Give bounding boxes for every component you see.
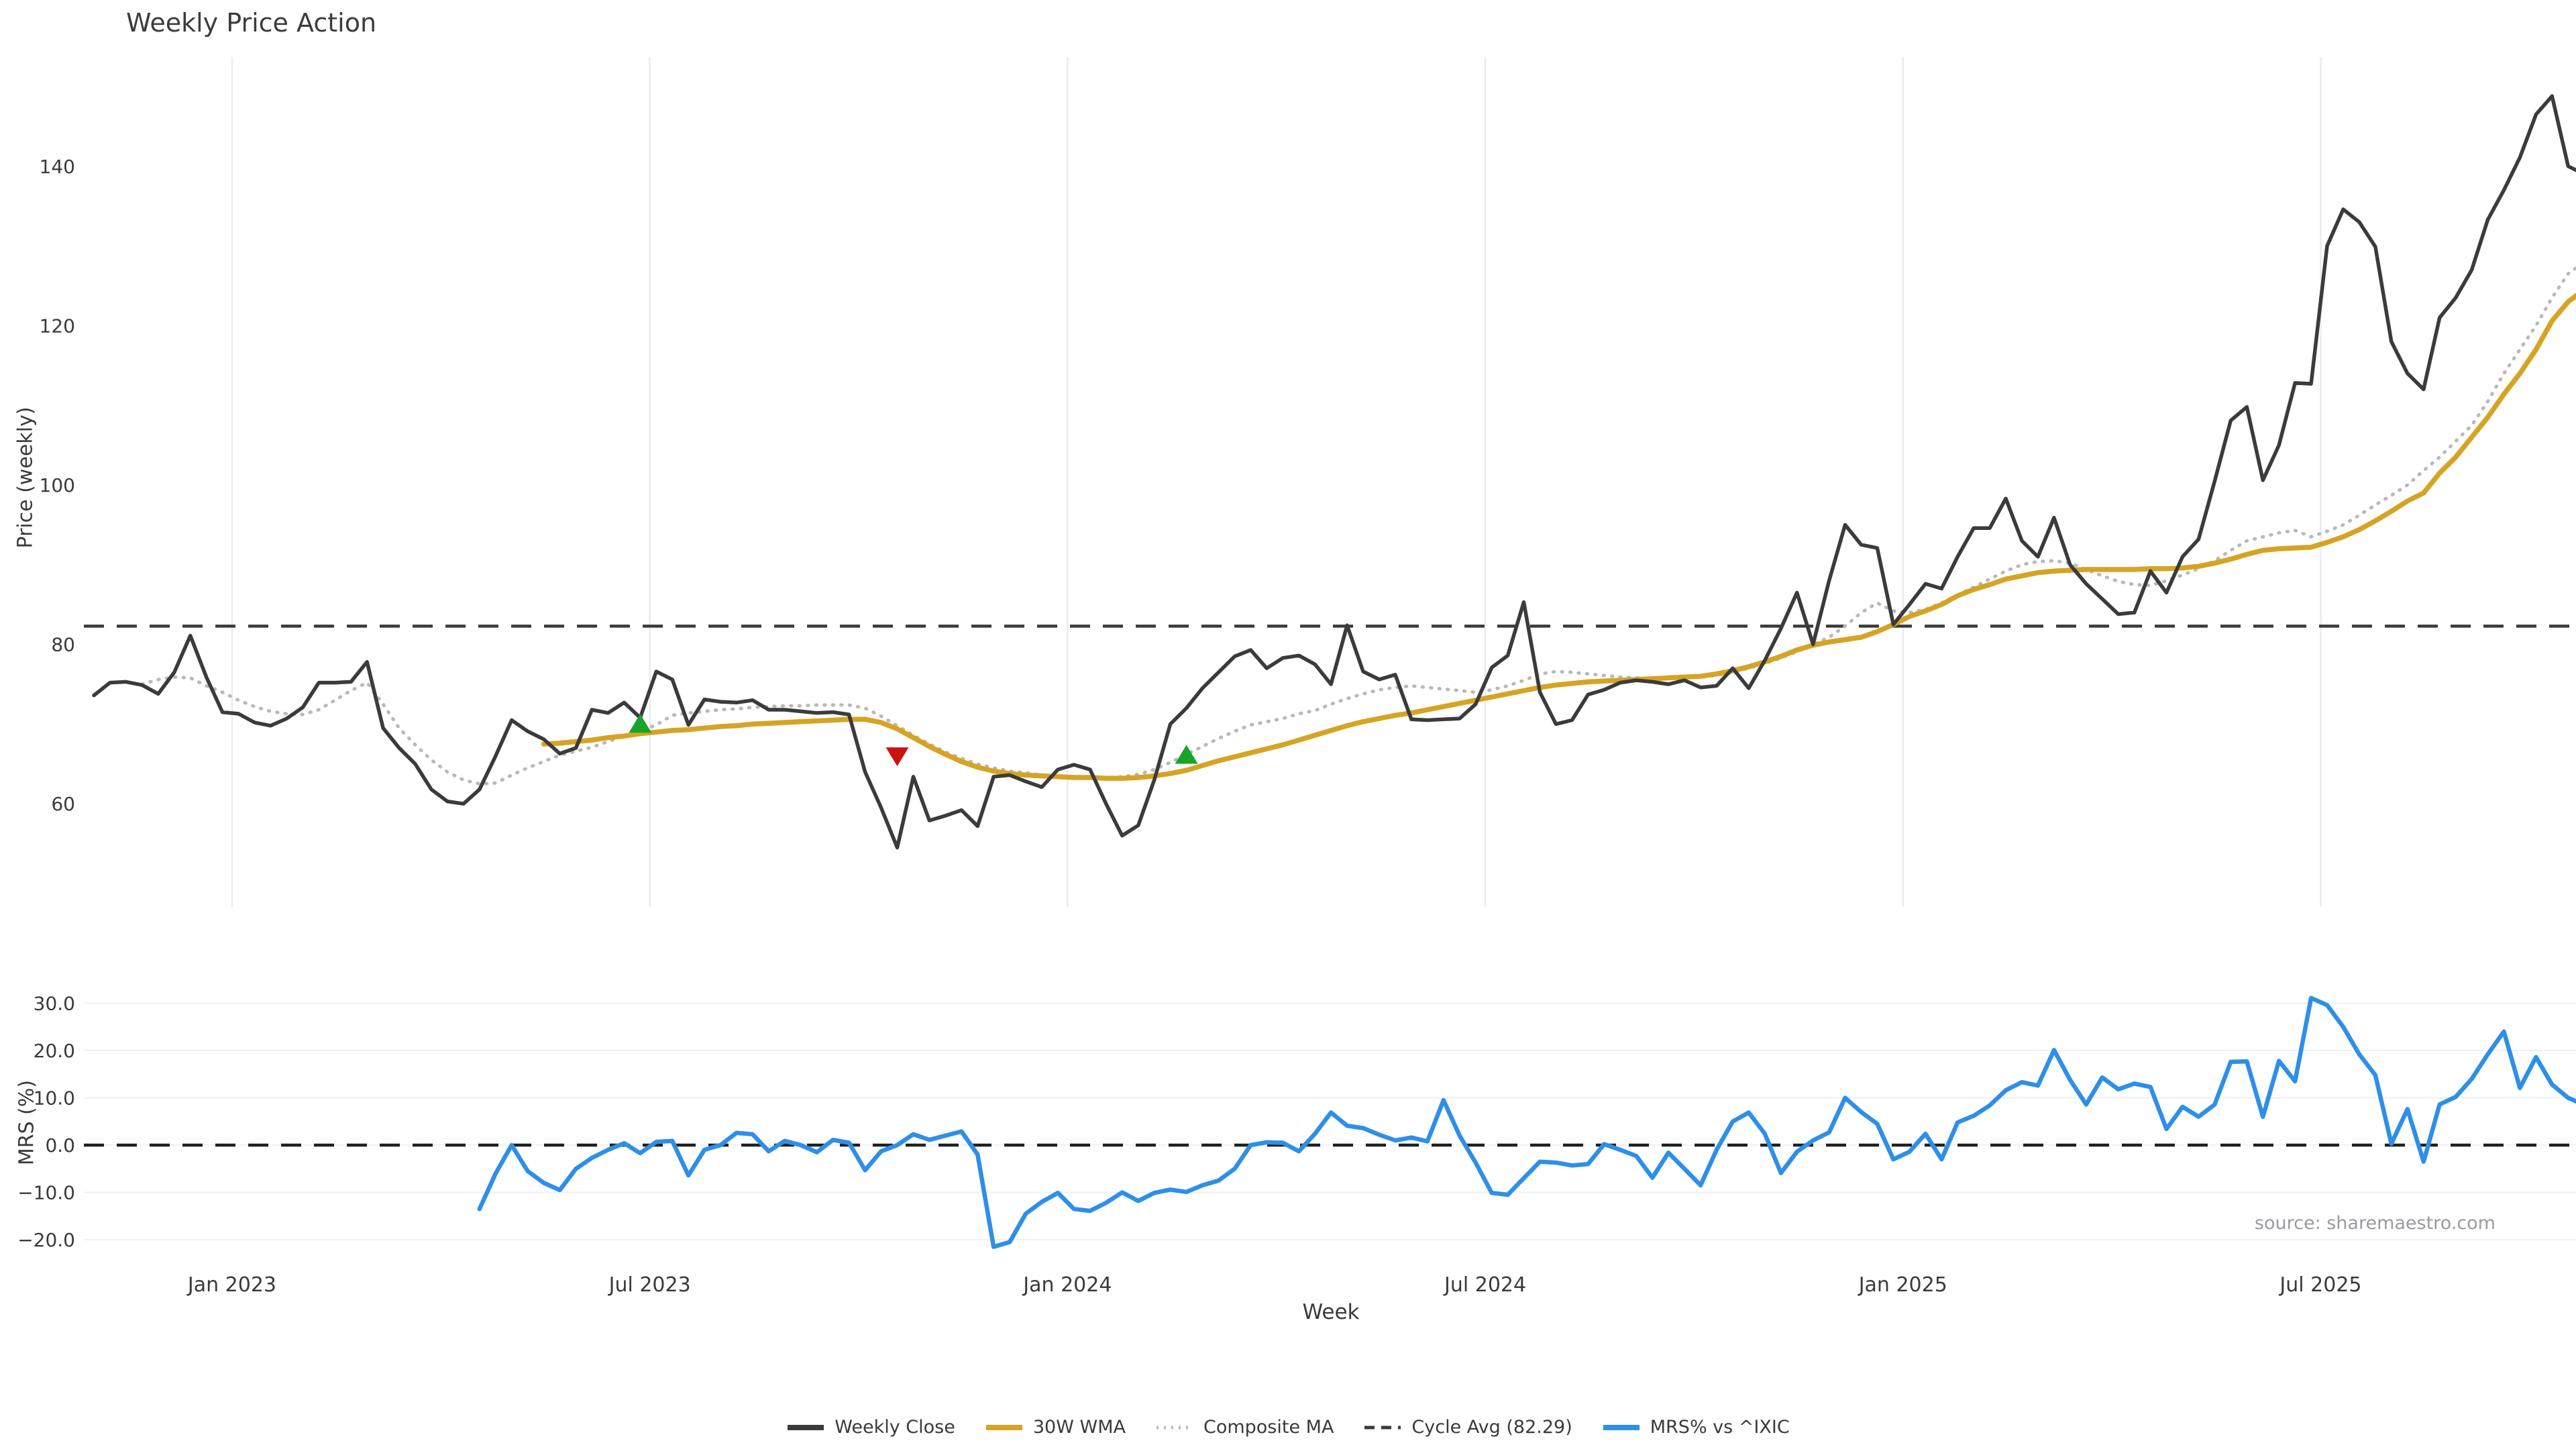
legend-item: 30W WMA (985, 1417, 1126, 1438)
price-tick-label: 60 (51, 793, 75, 815)
mrs-tick-label: 30.0 (34, 993, 75, 1015)
legend-label: 30W WMA (1032, 1417, 1126, 1438)
legend-line-icon (1603, 1424, 1640, 1430)
wma-line (541, 292, 2576, 781)
date-gridlines (231, 57, 2322, 907)
legend-label: MRS% vs ^IXIC (1650, 1417, 1790, 1438)
source-note: source: sharemaestro.com (2254, 1213, 2496, 1234)
legend-item: Composite MA (1155, 1417, 1334, 1438)
price-tick-label: 100 (40, 474, 75, 496)
mrs-gridlines (84, 1002, 2576, 1241)
legend-line-icon (788, 1424, 824, 1430)
mrs-tick-label: 20.0 (34, 1040, 75, 1062)
mrs-tick-label: 10.0 (34, 1087, 75, 1110)
date-tick-label: Jul 2023 (608, 1273, 691, 1297)
mrs-tick-labels: 30.0 20.0 10.0 0.0 −10.0 −20.0 (17, 993, 75, 1252)
legend-item: Weekly Close (786, 1417, 955, 1438)
signal-markers (629, 714, 1198, 767)
legend-label: Composite MA (1203, 1417, 1334, 1438)
legend-label: Cycle Avg (82.29) (1411, 1417, 1572, 1438)
buy-marker-icon (629, 714, 652, 733)
legend-line-icon (1364, 1426, 1401, 1429)
mrs-tick-label: −10.0 (17, 1182, 75, 1204)
mrs-tick-label: 0.0 (45, 1134, 75, 1157)
date-tick-label: Jan 2025 (1858, 1273, 1947, 1297)
legend-line-icon (1156, 1426, 1193, 1429)
legend: Weekly Close 30W WMA Composite MA Cycle Avg… (0, 1417, 2576, 1438)
price-tick-labels: 60 80 100 120 140 (40, 156, 75, 815)
date-tick-labels: Jan 2023 Jul 2023 Jan 2024 Jul 2024 Jan 2025… (186, 1273, 2362, 1297)
price-chart-canvas: 60 80 100 120 140 30.0 20.0 10.0 0.0 −10.0 −20.0 Ja… (17, 57, 2576, 1297)
legend-item: MRS% vs ^IXIC (1602, 1417, 1790, 1438)
date-tick-label: Jan 2023 (186, 1273, 276, 1297)
buy-marker-icon (1175, 745, 1198, 764)
price-tick-label: 80 (51, 634, 75, 656)
date-tick-label: Jan 2024 (1022, 1273, 1112, 1297)
legend-item: Cycle Avg (82.29) (1363, 1417, 1572, 1438)
week-axis-label: Week (1302, 1300, 1360, 1324)
composite-ma-line (140, 266, 2576, 786)
chart-title: Weekly Price Action (126, 8, 377, 38)
legend-label: Weekly Close (835, 1417, 955, 1438)
date-tick-label: Jul 2025 (2278, 1273, 2361, 1297)
date-tick-label: Jul 2024 (1443, 1273, 1526, 1297)
weekly-close-line (92, 94, 2576, 850)
sell-marker-icon (885, 747, 909, 767)
price-tick-label: 140 (40, 156, 75, 178)
mrs-line (477, 996, 2576, 1249)
legend-line-icon (985, 1424, 1022, 1430)
mrs-tick-label: −20.0 (17, 1229, 75, 1251)
price-tick-label: 120 (40, 315, 75, 337)
